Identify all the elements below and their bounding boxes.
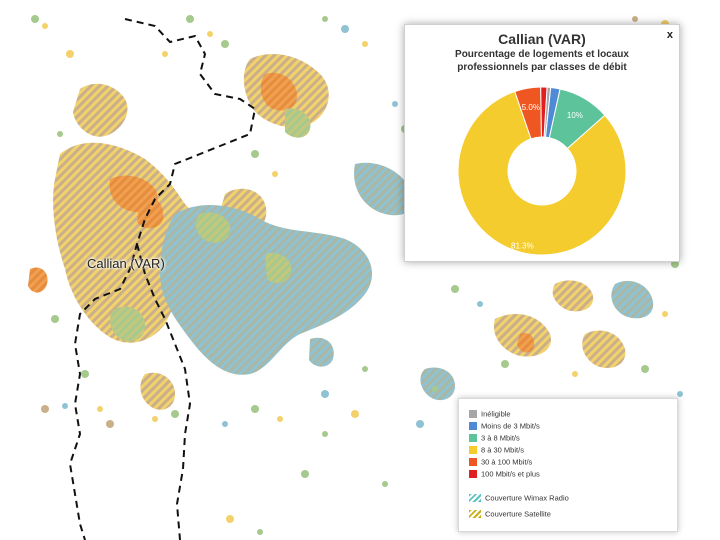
commune-boundary-east bbox=[136, 243, 192, 540]
legend-swatch bbox=[469, 470, 477, 479]
map-canvas bbox=[28, 15, 683, 540]
donut-slice-5[interactable] bbox=[540, 86, 548, 138]
legend-swatch bbox=[469, 410, 477, 419]
legend-hatch-swatch bbox=[469, 510, 481, 519]
donut-label-3: 81.3% bbox=[511, 241, 534, 250]
legend-hatch-item: Couverture Satellite bbox=[469, 509, 551, 520]
popup-subtitle-line1: Pourcentage de logements et locaux bbox=[455, 49, 629, 60]
legend-item: Inéligible bbox=[469, 409, 511, 420]
legend-label: 100 Mbit/s et plus bbox=[481, 469, 540, 479]
legend-label: 8 à 30 Mbit/s bbox=[481, 445, 524, 455]
coverage-zone-wimax bbox=[160, 162, 654, 401]
popup-subtitle: Pourcentage de logements et locaux profe… bbox=[427, 48, 657, 74]
legend-item: Moins de 3 Mbit/s bbox=[469, 421, 540, 432]
map-place-label: Callian (VAR) bbox=[87, 256, 165, 271]
popup-title: Callian (VAR) bbox=[498, 31, 586, 47]
legend-label: Couverture Wimax Radio bbox=[485, 493, 569, 503]
coverage-zone-3-8 bbox=[110, 108, 311, 342]
donut-chart: 10% 81.3% 5.0% bbox=[457, 86, 627, 256]
close-icon[interactable]: x bbox=[666, 29, 673, 41]
legend-swatch bbox=[469, 422, 477, 431]
legend-hatch-item: Couverture Wimax Radio bbox=[469, 493, 569, 504]
donut-slice-3[interactable] bbox=[457, 90, 627, 256]
donut-label-2: 10% bbox=[567, 111, 583, 120]
legend-item: 8 à 30 Mbit/s bbox=[469, 445, 524, 456]
coverage-scatter bbox=[31, 15, 683, 535]
legend-swatch bbox=[469, 434, 477, 443]
legend-label: 30 à 100 Mbit/s bbox=[481, 457, 533, 467]
coverage-zone-30-100 bbox=[28, 72, 535, 353]
legend-swatch bbox=[469, 446, 477, 455]
legend-label: Moins de 3 Mbit/s bbox=[481, 421, 540, 431]
legend-label: Inéligible bbox=[481, 409, 511, 419]
popup-subtitle-line2: professionnels par classes de débit bbox=[457, 62, 627, 73]
legend-label: 3 à 8 Mbit/s bbox=[481, 433, 520, 443]
legend-swatch bbox=[469, 458, 477, 467]
legend-label: Couverture Satellite bbox=[485, 509, 551, 519]
map-legend: Inéligible Moins de 3 Mbit/s 3 à 8 Mbit/s 8… bbox=[458, 398, 678, 532]
commune-info-popup: Callian (VAR) x Pourcentage de logements… bbox=[404, 24, 680, 262]
legend-item: 100 Mbit/s et plus bbox=[469, 469, 540, 480]
legend-item: 30 à 100 Mbit/s bbox=[469, 457, 532, 468]
legend-item: 3 à 8 Mbit/s bbox=[469, 433, 520, 444]
commune-boundary bbox=[68, 18, 257, 540]
donut-label-4: 5.0% bbox=[522, 103, 540, 112]
legend-hatch-swatch bbox=[469, 494, 481, 503]
